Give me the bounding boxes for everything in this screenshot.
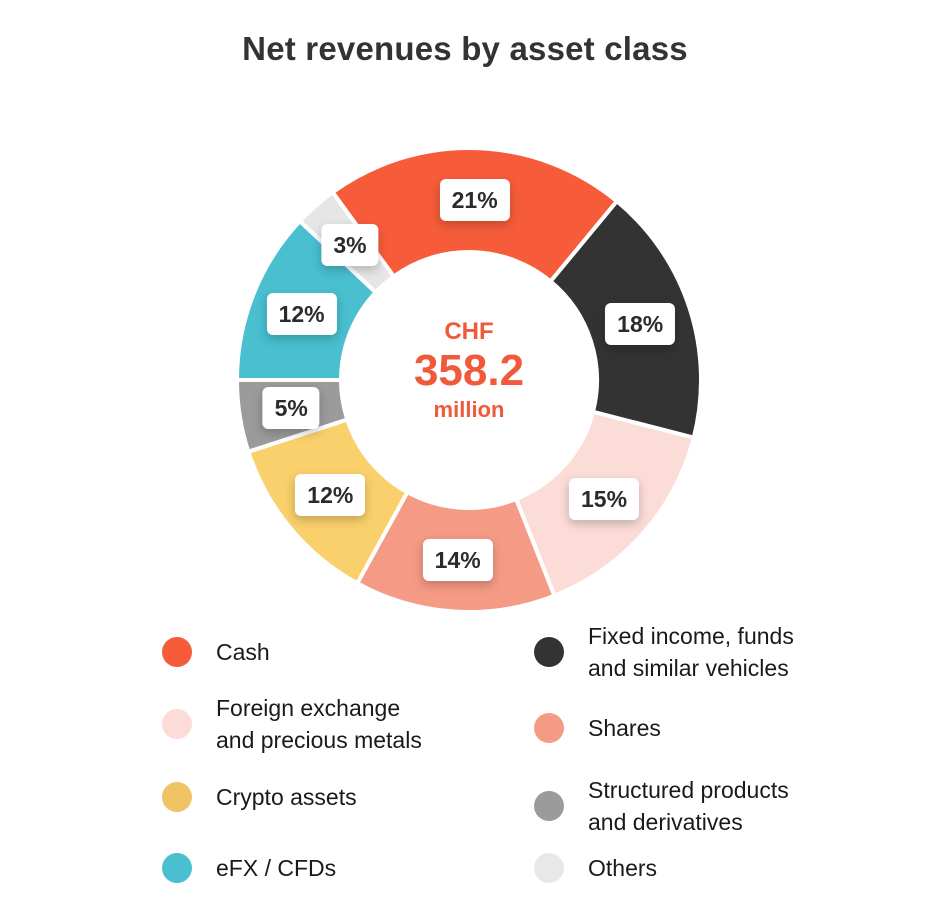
slice-value-label: 12%: [295, 473, 366, 516]
legend-label: Others: [588, 855, 658, 881]
center-currency: CHF: [444, 318, 494, 345]
slice-value-label: 5%: [262, 387, 320, 430]
legend-dot-icon: [534, 713, 564, 743]
slice-value-label: 3%: [321, 223, 379, 266]
legend-label: Fixed income, funds and similar vehicles: [588, 623, 794, 681]
legend: Cash Fixed income, funds and similar veh…: [0, 620, 950, 920]
legend-item-structured-products: Structured products and derivatives: [534, 774, 789, 838]
legend-label: Structured products and derivatives: [588, 777, 789, 835]
legend-item-fixed-income: Fixed income, funds and similar vehicles: [534, 620, 794, 684]
legend-item-foreign-exchange: Foreign exchange and precious metals: [162, 692, 422, 756]
slice-value-label: 21%: [439, 179, 510, 222]
legend-dot-icon: [162, 637, 192, 667]
legend-dot-icon: [162, 709, 192, 739]
slice-value-label: 14%: [422, 538, 493, 581]
legend-label: Shares: [588, 715, 661, 741]
legend-label: eFX / CFDs: [216, 855, 337, 881]
legend-item-crypto: Crypto assets: [162, 781, 357, 813]
donut-svg: [237, 148, 701, 612]
legend-item-cash: Cash: [162, 636, 270, 668]
legend-dot-icon: [162, 853, 192, 883]
chart-title: Net revenues by asset class: [242, 30, 688, 67]
legend-dot-icon: [162, 782, 192, 812]
center-unit: million: [433, 397, 505, 422]
legend-label: Foreign exchange and precious metals: [216, 695, 422, 753]
slice-value-label: 18%: [605, 303, 676, 346]
legend-item-efx-cfds: eFX / CFDs: [162, 852, 336, 884]
center-total: CHF 358.2 million: [369, 318, 569, 424]
center-amount: 358.2: [413, 346, 525, 395]
legend-label: Cash: [216, 639, 270, 665]
legend-item-others: Others: [534, 852, 657, 884]
legend-dot-icon: [534, 791, 564, 821]
slice-value-label: 12%: [266, 292, 337, 335]
legend-label: Crypto assets: [216, 784, 357, 810]
legend-dot-icon: [534, 853, 564, 883]
legend-item-shares: Shares: [534, 712, 661, 744]
legend-dot-icon: [534, 637, 564, 667]
donut-chart: CHF 358.2 million 21% 18% 15% 14% 12% 5% 12% 3%: [237, 148, 701, 612]
slice-value-label: 15%: [568, 478, 640, 521]
